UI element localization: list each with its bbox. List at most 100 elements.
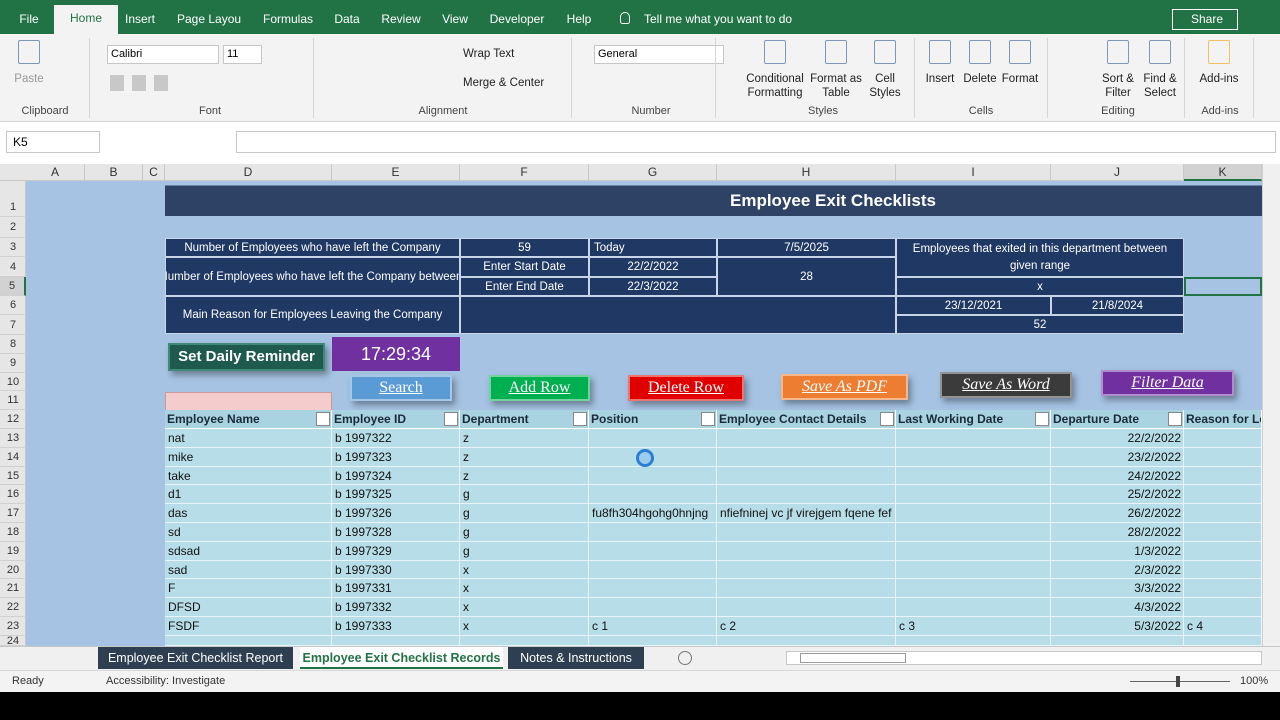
- column-header[interactable]: D: [165, 164, 332, 181]
- ribbon-button-label[interactable]: Wrap Text: [463, 48, 515, 60]
- ribbon-tab[interactable]: Page Layout: [177, 12, 241, 26]
- macro-button[interactable]: Save As Word: [940, 372, 1072, 398]
- sheet-tab[interactable]: Employee Exit Checklist Report: [98, 647, 293, 669]
- macro-button[interactable]: Delete Row: [628, 375, 744, 401]
- macro-button[interactable]: Filter Data: [1101, 370, 1234, 396]
- row-header[interactable]: 15: [0, 467, 26, 486]
- macro-button[interactable]: Add Row: [489, 375, 590, 401]
- format-button[interactable]: [110, 75, 124, 91]
- share-button[interactable]: Share: [1172, 9, 1238, 30]
- row-header[interactable]: 11: [0, 391, 26, 411]
- format-button[interactable]: [154, 75, 168, 91]
- sheet-tab[interactable]: Employee Exit Checklist Records: [300, 647, 503, 669]
- ribbon-button-label[interactable]: Conditional: [746, 73, 804, 85]
- filter-dropdown[interactable]: [880, 412, 894, 427]
- ribbon-button-label[interactable]: Filter: [1105, 87, 1131, 99]
- column-header[interactable]: F: [460, 164, 589, 181]
- format-button[interactable]: [132, 75, 146, 91]
- row-header[interactable]: 5: [0, 277, 26, 296]
- column-header[interactable]: K: [1184, 164, 1262, 181]
- row-header[interactable]: 17: [0, 504, 26, 523]
- macro-button[interactable]: Save As PDF: [781, 374, 908, 400]
- row-header[interactable]: 22: [0, 598, 26, 617]
- ribbon-button-label[interactable]: Select: [1144, 87, 1176, 99]
- row-header[interactable]: 4: [0, 257, 26, 277]
- ribbon-tab[interactable]: View: [442, 12, 468, 26]
- filter-dropdown[interactable]: [1168, 412, 1182, 427]
- font-name-box[interactable]: Calibri: [107, 45, 219, 64]
- row-header[interactable]: 24: [0, 636, 26, 646]
- row-header[interactable]: 14: [0, 448, 26, 467]
- row-header[interactable]: 12: [0, 410, 26, 429]
- row-header[interactable]: 2: [0, 217, 26, 238]
- column-header[interactable]: C: [143, 164, 165, 181]
- row-header[interactable]: 8: [0, 335, 26, 354]
- row-header[interactable]: 23: [0, 617, 26, 636]
- name-box[interactable]: K5: [6, 131, 100, 153]
- row-header[interactable]: 19: [0, 542, 26, 561]
- row-header[interactable]: 6: [0, 296, 26, 315]
- number-format-box[interactable]: General: [594, 45, 724, 64]
- font-size-box[interactable]: 11: [223, 45, 262, 64]
- filter-dropdown[interactable]: [701, 412, 715, 427]
- ribbon-button-label[interactable]: Table: [822, 87, 850, 99]
- row-header[interactable]: 20: [0, 561, 26, 580]
- accessibility-status[interactable]: Accessibility: Investigate: [106, 675, 226, 687]
- vertical-scrollbar[interactable]: [1262, 164, 1280, 646]
- ribbon-button-label[interactable]: Formatting: [747, 87, 803, 99]
- ribbon-tab[interactable]: Insert: [124, 12, 155, 26]
- row-header[interactable]: 10: [0, 373, 26, 392]
- column-header[interactable]: A: [26, 164, 85, 181]
- ribbon-button-label[interactable]: Styles: [869, 87, 901, 99]
- summary-cell: 59: [460, 238, 589, 257]
- zoom-thumb[interactable]: [1176, 676, 1180, 687]
- ribbon-button-label[interactable]: Paste: [14, 73, 44, 85]
- row-header[interactable]: 16: [0, 485, 26, 505]
- ribbon-tab[interactable]: Review: [381, 12, 421, 26]
- row-header[interactable]: 21: [0, 579, 26, 599]
- sheet-tab[interactable]: Notes & Instructions: [508, 647, 644, 669]
- ribbon-tab[interactable]: File: [19, 12, 39, 26]
- ribbon-button-label[interactable]: Merge & Center: [463, 77, 545, 89]
- column-header[interactable]: I: [896, 164, 1051, 181]
- formula-input[interactable]: [236, 131, 1276, 153]
- column-header[interactable]: G: [589, 164, 717, 181]
- filter-dropdown[interactable]: [316, 412, 330, 427]
- column-header[interactable]: H: [717, 164, 896, 181]
- macro-button[interactable]: Search: [350, 375, 452, 401]
- table-header: Position: [589, 410, 717, 429]
- zoom-slider[interactable]: [1130, 681, 1230, 682]
- row-header[interactable]: 9: [0, 354, 26, 373]
- ribbon-button-label[interactable]: Find &: [1143, 73, 1177, 85]
- ribbon-button-label[interactable]: Delete: [963, 73, 997, 85]
- ribbon-tab[interactable]: Formulas: [262, 12, 313, 26]
- ribbon-button-label[interactable]: Sort &: [1102, 73, 1134, 85]
- ribbon-button-label[interactable]: Insert: [925, 73, 955, 85]
- filter-dropdown[interactable]: [1035, 412, 1049, 427]
- row-header[interactable]: 13: [0, 429, 26, 448]
- ribbon-tab[interactable]: Help: [566, 12, 592, 26]
- row-header[interactable]: 7: [0, 315, 26, 335]
- row-header[interactable]: 1: [0, 181, 26, 217]
- ribbon-tab[interactable]: Home: [54, 5, 118, 34]
- reminder-button[interactable]: Set Daily Reminder: [168, 343, 325, 371]
- column-header[interactable]: B: [85, 164, 143, 181]
- tell-me[interactable]: Tell me what you want to do: [644, 12, 793, 26]
- search-input-cell[interactable]: [165, 392, 332, 411]
- row-header[interactable]: 18: [0, 523, 26, 542]
- table-cell-text: x: [463, 600, 469, 615]
- ribbon-button-label[interactable]: Cell: [875, 73, 895, 85]
- row-header[interactable]: 3: [0, 238, 26, 257]
- ribbon-tab[interactable]: Data: [334, 12, 360, 26]
- column-header[interactable]: J: [1051, 164, 1184, 181]
- ribbon-tab[interactable]: Developer: [489, 12, 545, 26]
- ribbon-button-label[interactable]: Format: [1001, 73, 1039, 85]
- zoom-level[interactable]: 100%: [1240, 675, 1269, 687]
- ribbon-button-label[interactable]: Format as: [810, 73, 862, 85]
- ribbon-button-label[interactable]: Add-ins: [1199, 73, 1239, 85]
- column-header[interactable]: E: [332, 164, 460, 181]
- filter-dropdown[interactable]: [573, 412, 587, 427]
- filter-dropdown[interactable]: [444, 412, 458, 427]
- add-sheet-button[interactable]: [678, 651, 692, 665]
- scroll-thumb[interactable]: [800, 653, 906, 663]
